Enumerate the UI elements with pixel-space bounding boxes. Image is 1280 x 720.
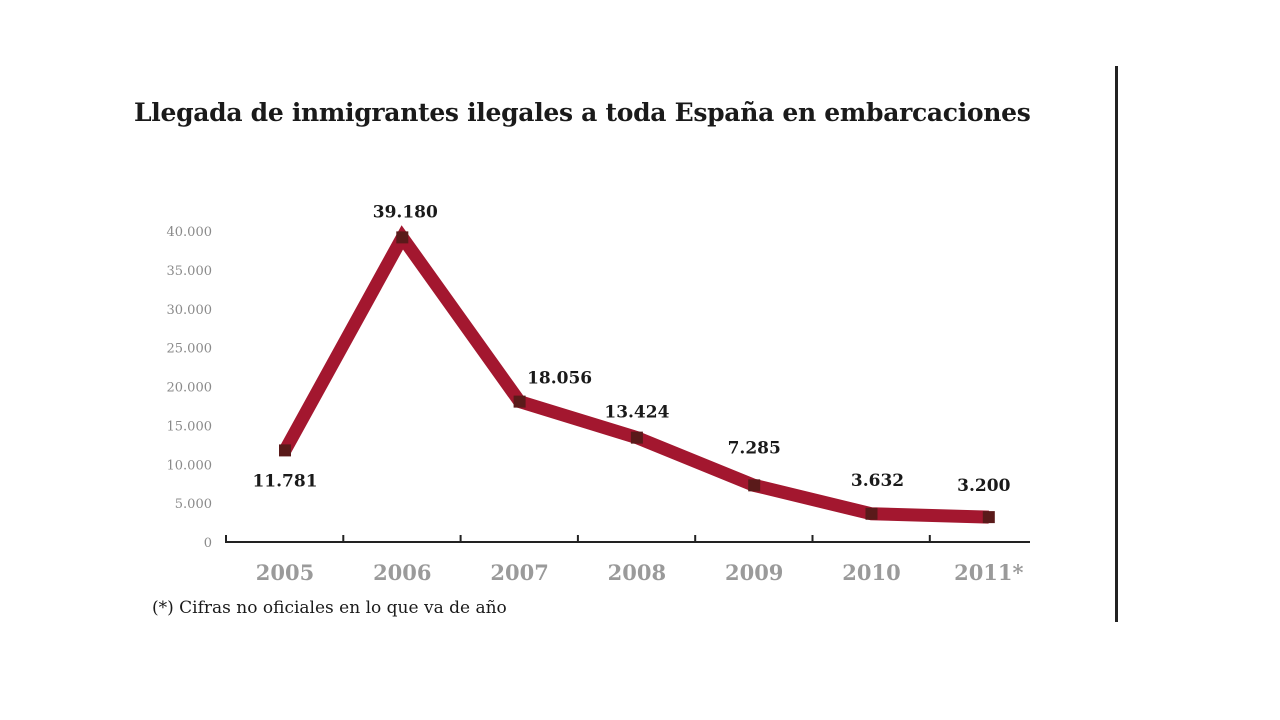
y-tick-label: 0: [204, 536, 212, 551]
data-point: [513, 395, 526, 408]
data-label: 7.285: [728, 438, 781, 458]
y-tick-label: 5.000: [175, 497, 212, 512]
data-label: 39.180: [373, 202, 438, 222]
x-tick-label: 2006: [373, 560, 431, 585]
data-point: [748, 479, 761, 492]
vertical-divider: [1115, 66, 1118, 622]
data-point: [396, 231, 409, 244]
x-tick-label: 2010: [842, 560, 900, 585]
x-tick-label: 2011*: [954, 560, 1023, 585]
y-tick-label: 40.000: [167, 225, 213, 240]
y-tick-label: 25.000: [167, 342, 213, 357]
x-tick-label: 2009: [725, 560, 783, 585]
y-tick-label: 15.000: [167, 419, 213, 434]
x-tick-label: 2008: [608, 560, 666, 585]
data-label: 13.424: [604, 403, 669, 423]
y-tick-label: 35.000: [167, 264, 213, 279]
data-point: [865, 507, 878, 520]
chart-title: Llegada de inmigrantes ilegales a toda E…: [134, 98, 1031, 127]
data-label: 3.632: [851, 471, 904, 491]
data-point: [279, 444, 291, 457]
x-tick-label: 2005: [256, 560, 314, 585]
data-label: 18.056: [527, 369, 592, 389]
data-label: 3.200: [957, 476, 1010, 496]
data-point: [982, 511, 995, 524]
chart-footnote: (*) Cifras no oficiales en lo que va de …: [152, 598, 507, 618]
y-tick-label: 30.000: [167, 303, 213, 318]
x-tick-label: 2007: [490, 560, 548, 585]
y-tick-label: 10.000: [167, 458, 213, 473]
data-label: 11.781: [252, 471, 317, 491]
y-tick-label: 20.000: [167, 381, 213, 396]
data-point: [630, 431, 643, 444]
